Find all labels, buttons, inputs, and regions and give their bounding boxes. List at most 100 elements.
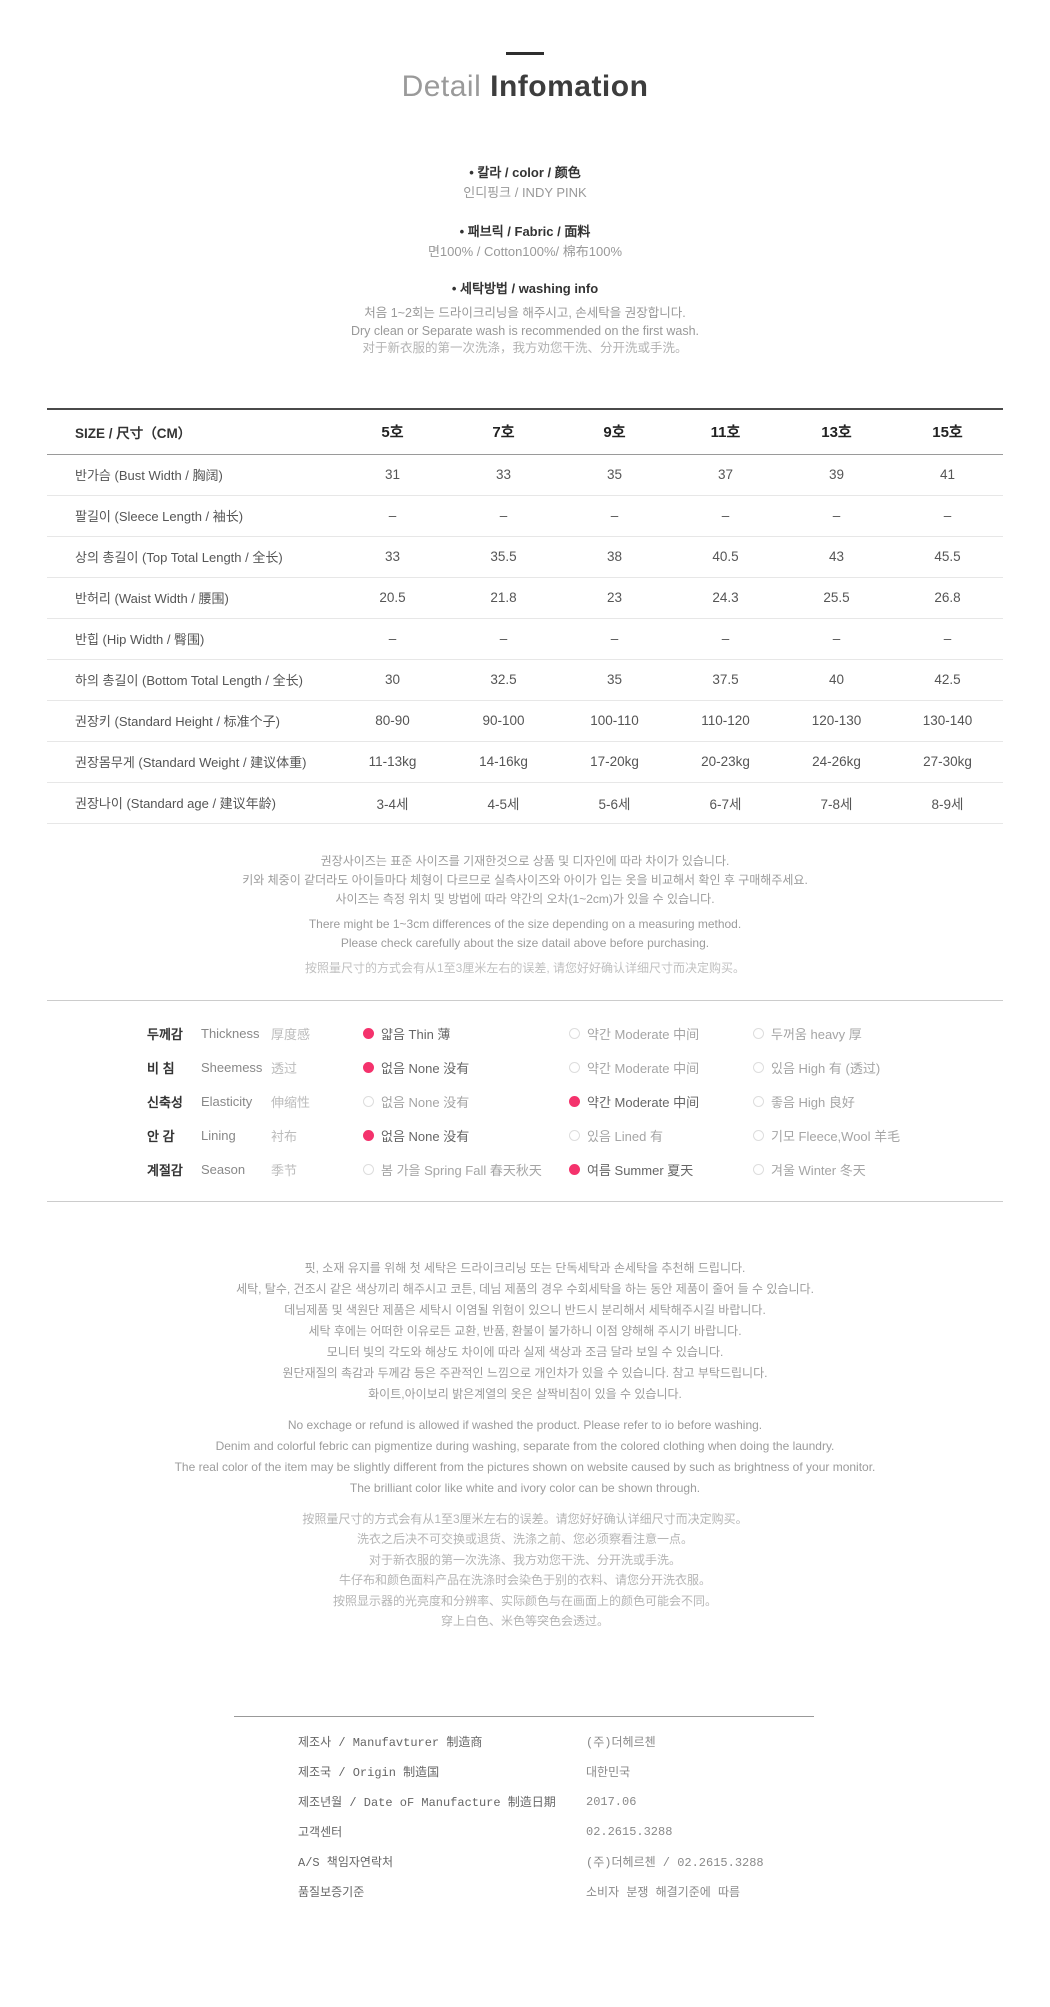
- size-cell: –: [388, 508, 397, 523]
- attribute-option-label: 약간 Moderate 中间: [587, 1095, 700, 1110]
- size-table-header-row: SIZE / 尺寸（CM） 5호 7호 9호 11호 13호 15호: [47, 410, 1003, 455]
- attribute-option-label: 얇음 Thin 薄: [381, 1027, 451, 1042]
- attribute-name-cn: 衬布: [271, 1129, 298, 1144]
- fabric-heading: • 패브릭 / Fabric / 面料: [459, 224, 591, 239]
- attribute-option: 약간 Moderate 中间: [569, 1092, 753, 1111]
- manufacturer-row: 품질보증기준 소비자 분쟁 해결기준에 따름: [234, 1877, 814, 1907]
- size-cell: 24.3: [712, 590, 739, 605]
- size-column-header: 5호: [381, 424, 404, 441]
- radio-dot-icon: [363, 1062, 374, 1073]
- size-cell: 45.5: [934, 549, 961, 564]
- size-row-label: 권장몸무게 (Standard Weight / 建议体重): [75, 755, 307, 770]
- text-line: The real color of the item may be slight…: [174, 1459, 876, 1474]
- size-cell: –: [832, 508, 841, 523]
- radio-dot-icon: [363, 1130, 374, 1141]
- size-cell: 31: [384, 467, 401, 482]
- size-cell: –: [388, 631, 397, 646]
- attribute-name-en: Thickness: [201, 1026, 260, 1041]
- attribute-option-label: 기모 Fleece,Wool 羊毛: [771, 1129, 901, 1144]
- attribute-option: 두꺼움 heavy 厚: [753, 1024, 1003, 1043]
- attribute-option-label: 두꺼움 heavy 厚: [771, 1027, 862, 1042]
- page-title-bold: Infomation: [490, 70, 649, 103]
- size-cell: 130-140: [922, 713, 973, 728]
- attribute-option-label: 약간 Moderate 中间: [587, 1061, 700, 1076]
- care-notes-en: No exchage or refund is allowed if washe…: [0, 1415, 1050, 1499]
- size-cell: 20-23kg: [701, 754, 750, 769]
- size-cell: 40: [828, 672, 845, 687]
- size-row-label: 권장키 (Standard Height / 标准个子): [75, 714, 280, 729]
- size-cell: –: [943, 631, 952, 646]
- attribute-row: 계절감 Season 季节 봄 가을 Spring Fall 春天秋天 여름 S…: [47, 1153, 1003, 1187]
- size-table-row: 반힙 (Hip Width / 臀围) – – – – – –: [47, 619, 1003, 660]
- attribute-name-en: Elasticity: [201, 1094, 253, 1109]
- text-line: 对于新衣服的第一次洗涤，我方劝您干洗、分开洗或手洗。: [362, 341, 688, 355]
- text-line: 按照量尺寸的方式会有从1至3厘米左右的误差, 请您好好确认详细尺寸而决定购买。: [304, 960, 746, 975]
- care-notes-cn: 按照量尺寸的方式会有从1至3厘米左右的误差。请您好好确认详细尺寸而决定购买。 洗衣…: [0, 1509, 1050, 1632]
- size-cell: 40.5: [712, 549, 739, 564]
- text-line: 모니터 빛의 각도와 해상도 차이에 따라 실제 색상과 조금 달라 보일 수 …: [326, 1344, 724, 1359]
- size-cell: 33: [384, 549, 401, 564]
- attribute-option: 얇음 Thin 薄: [363, 1024, 569, 1043]
- size-cell: 100-110: [590, 713, 639, 728]
- attribute-option: 없음 None 没有: [363, 1058, 569, 1077]
- text-line: Denim and colorful febric can pigmentize…: [215, 1438, 835, 1453]
- size-row-label: 권장나이 (Standard age / 建议年龄): [75, 796, 277, 811]
- size-row-label: 팔길이 (Sleece Length / 袖长): [75, 509, 244, 524]
- size-cell: 41: [939, 467, 956, 482]
- size-cell: 6-7세: [709, 796, 742, 812]
- attribute-name-en: Lining: [201, 1128, 236, 1143]
- text-line: 세탁, 탈수, 건조시 같은 색상끼리 해주시고 코튼, 데님 제품의 경우 수…: [236, 1281, 814, 1296]
- size-notes-section: 권장사이즈는 표준 사이즈를 기재한것으로 상품 및 디자인에 따라 차이가 있…: [0, 852, 1050, 978]
- size-cell: 32.5: [490, 672, 517, 687]
- fabric-section: • 패브릭 / Fabric / 面料 면100% / Cotton100%/ …: [0, 222, 1050, 261]
- size-cell: 33: [495, 467, 512, 482]
- attribute-option-label: 좋음 High 良好: [771, 1095, 855, 1110]
- size-cell: 24-26kg: [812, 754, 861, 769]
- size-cell: 38: [606, 549, 623, 564]
- radio-dot-icon: [753, 1096, 764, 1107]
- attribute-name-kr: 두께감: [147, 1027, 183, 1042]
- page-title-light: Detail: [401, 70, 482, 103]
- size-cell: 4-5세: [487, 796, 520, 812]
- size-cell: –: [943, 508, 952, 523]
- size-cell: 35: [606, 467, 623, 482]
- text-line: 按照量尺寸的方式会有从1至3厘米左右的误差。请您好好确认详细尺寸而决定购买。: [302, 1511, 748, 1526]
- size-table-row: 상의 총길이 (Top Total Length / 全长) 33 35.5 3…: [47, 537, 1003, 578]
- text-line: 按照显示器的光亮度和分辨率、实际颜色与在画面上的颜色可能会不同。: [332, 1593, 717, 1608]
- washing-section: • 세탁방법 / washing info 처음 1~2회는 드라이크리닝을 해…: [0, 279, 1050, 358]
- size-cell: 11-13kg: [368, 754, 417, 769]
- attribute-option: 없음 None 没有: [363, 1126, 569, 1145]
- manufacturer-row: 제조사 / Manufavturer 制造商 (주)더헤르첸: [234, 1727, 814, 1757]
- size-row-label: 반가슴 (Bust Width / 胸阔): [75, 468, 223, 483]
- size-table-row: 반허리 (Waist Width / 腰围) 20.5 21.8 23 24.3…: [47, 578, 1003, 619]
- size-cell: 5-6세: [598, 796, 631, 812]
- radio-dot-icon: [753, 1028, 764, 1039]
- size-column-header: 11호: [710, 424, 741, 441]
- manufacturer-row-label: 품질보증기준: [298, 1886, 365, 1900]
- attribute-option: 기모 Fleece,Wool 羊毛: [753, 1126, 1003, 1145]
- text-line: 洗衣之后决不可交换或退货、洗涤之前、您必须察看注意一点。: [356, 1532, 693, 1546]
- attribute-option: 봄 가을 Spring Fall 春天秋天: [363, 1160, 569, 1179]
- radio-dot-icon: [753, 1130, 764, 1141]
- attribute-option-label: 없음 None 没有: [381, 1095, 470, 1110]
- size-cell: 90-100: [482, 713, 525, 728]
- size-notes-kr: 권장사이즈는 표준 사이즈를 기재한것으로 상품 및 디자인에 따라 차이가 있…: [0, 852, 1050, 909]
- manufacturer-row-label: 제조사 / Manufavturer 制造商: [298, 1736, 483, 1750]
- text-line: 원단재질의 촉감과 두께감 등은 주관적인 느낌으로 개인차가 있을 수 있습니…: [282, 1365, 768, 1380]
- size-cell: 43: [828, 549, 845, 564]
- size-table-header-label: SIZE / 尺寸（CM）: [75, 425, 192, 441]
- attribute-row: 안 감 Lining 衬布 없음 None 没有 있음 Lined 有 기모 F…: [47, 1119, 1003, 1153]
- size-table: SIZE / 尺寸（CM） 5호 7호 9호 11호 13호 15호 반가슴 (…: [47, 407, 1003, 824]
- text-line: Dry clean or Separate wash is recommende…: [350, 323, 700, 338]
- size-column-header: 9호: [603, 424, 626, 441]
- size-cell: 37.5: [712, 672, 739, 687]
- size-notes-en: There might be 1~3cm differences of the …: [0, 915, 1050, 953]
- text-line: 对于新衣服的第一次洗涤、我方劝您干洗、分开洗或手洗。: [368, 1552, 681, 1567]
- attribute-name-cn: 伸缩性: [271, 1095, 311, 1110]
- size-cell: 17-20kg: [590, 754, 639, 769]
- attribute-option-label: 없음 None 没有: [381, 1129, 470, 1144]
- size-table-row: 권장키 (Standard Height / 标准个子) 80-90 90-10…: [47, 701, 1003, 742]
- text-line: 키와 체중이 같더라도 아이들마다 체형이 다르므로 실측사이즈와 아이가 입는…: [242, 872, 808, 887]
- size-notes-cn: 按照量尺寸的方式会有从1至3厘米左右的误差, 请您好好确认详细尺寸而决定购买。: [0, 959, 1050, 978]
- attribute-option: 여름 Summer 夏天: [569, 1160, 753, 1179]
